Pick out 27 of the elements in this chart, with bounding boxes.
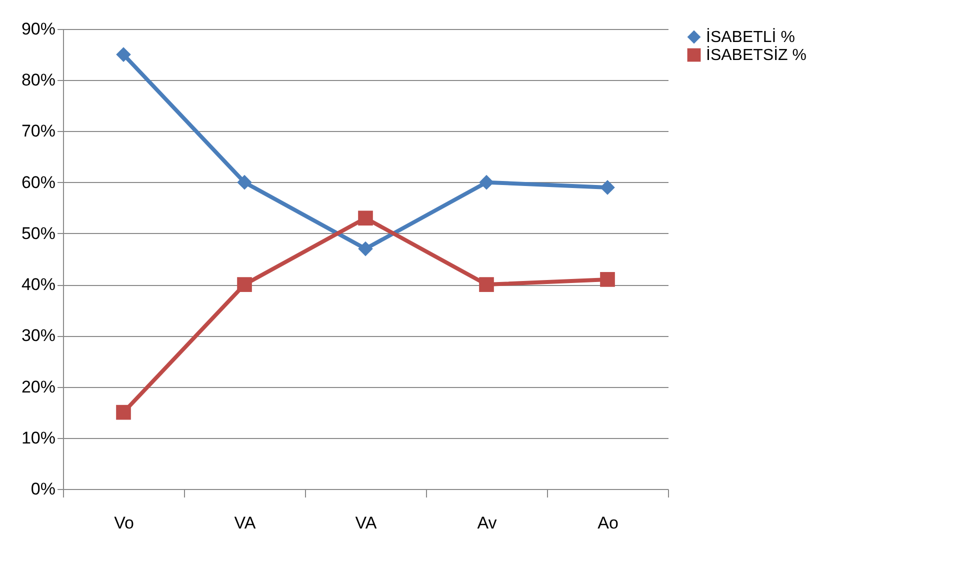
y-tick-label: 90% bbox=[21, 20, 56, 38]
x-tick-label: Vo bbox=[114, 514, 134, 532]
y-tick-label: 80% bbox=[21, 70, 56, 90]
y-tick-label: 20% bbox=[21, 377, 56, 396]
x-tick-label: VA bbox=[234, 514, 256, 532]
y-tick-label: 10% bbox=[21, 428, 56, 448]
legend-label: İSABETLİ % bbox=[706, 28, 795, 46]
y-tick-label: 0% bbox=[30, 480, 56, 498]
point bbox=[237, 277, 252, 292]
point bbox=[358, 210, 373, 226]
y-tick-label: 60% bbox=[21, 172, 56, 192]
point bbox=[116, 47, 131, 62]
point bbox=[600, 272, 615, 287]
x-tick-label: Ao bbox=[598, 514, 618, 532]
point bbox=[479, 174, 494, 190]
y-tick-label: 50% bbox=[21, 224, 56, 243]
point bbox=[479, 277, 494, 292]
point bbox=[600, 180, 615, 195]
point bbox=[358, 241, 373, 256]
point bbox=[116, 404, 131, 420]
y-tick-label: 70% bbox=[21, 122, 56, 141]
point bbox=[237, 174, 252, 190]
y-tick-label: 40% bbox=[21, 275, 56, 294]
y-tick-label: 30% bbox=[21, 326, 56, 346]
x-tick-label: Av bbox=[477, 514, 498, 532]
legend-label: İSABETSİZ % bbox=[706, 46, 806, 64]
x-tick-label: VA bbox=[355, 514, 378, 532]
